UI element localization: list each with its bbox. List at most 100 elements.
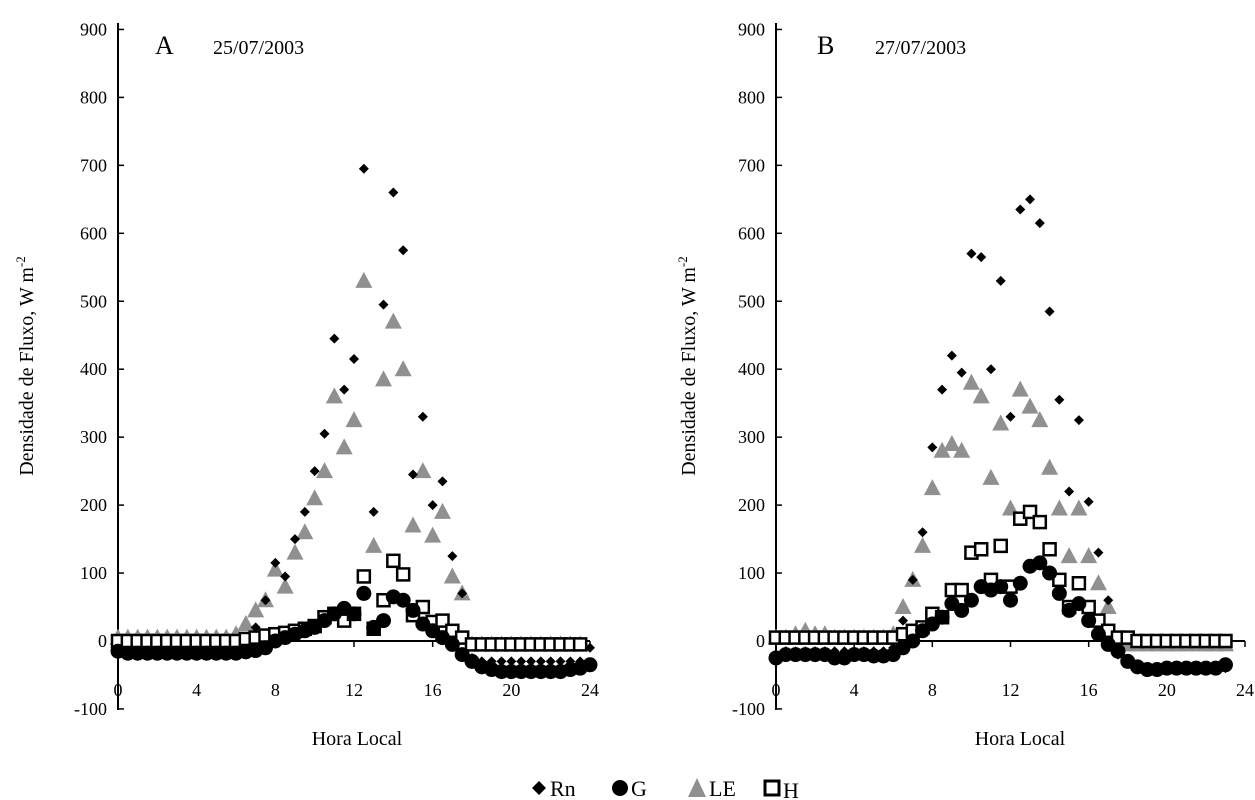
data-point-h: [1032, 514, 1048, 530]
data-point-g: [1032, 555, 1048, 571]
data-point-g: [1217, 657, 1233, 673]
data-point-le: [1050, 499, 1068, 516]
data-point-rn: [917, 527, 928, 538]
x-tick-label: 0: [114, 680, 123, 700]
legend: Rn G LE H: [532, 776, 799, 800]
data-point-le: [894, 598, 912, 615]
data-point-g: [395, 592, 411, 608]
y-tick-label: 400: [738, 359, 765, 379]
data-point-le: [335, 438, 353, 455]
data-point-le: [414, 462, 432, 479]
data-point-le: [1021, 397, 1039, 414]
data-point-g: [356, 585, 372, 601]
data-point-rn: [447, 551, 458, 562]
data-point-rn: [1034, 218, 1045, 229]
data-point-rn: [309, 466, 320, 477]
data-point-g: [993, 579, 1009, 595]
data-point-rn: [378, 299, 389, 310]
data-point-g: [582, 657, 598, 673]
data-point-le: [237, 615, 255, 632]
data-point-le: [286, 543, 304, 560]
x-tick-label: 0: [772, 680, 781, 700]
data-point-rn: [985, 364, 996, 375]
data-point-rn: [898, 615, 909, 626]
y-tick-label: 700: [738, 155, 765, 175]
data-point-rn: [427, 500, 438, 511]
square-marker-icon: [763, 779, 781, 797]
data-point-le: [424, 526, 442, 543]
data-point-rn: [1093, 547, 1104, 558]
panel-date: 27/07/2003: [875, 37, 966, 59]
data-point-le: [1080, 547, 1098, 564]
y-tick-label: 300: [80, 427, 107, 447]
data-point-g: [1071, 596, 1087, 612]
y-tick-label: -100: [74, 699, 107, 719]
data-point-le: [316, 462, 333, 479]
data-point-le: [384, 312, 402, 329]
data-point-le: [306, 489, 324, 506]
data-point-rn: [545, 656, 556, 667]
legend-label-g: G: [631, 776, 647, 800]
y-tick-label: 200: [738, 495, 765, 515]
data-points: [768, 194, 1234, 678]
data-point-le: [325, 387, 343, 404]
data-point-rn: [907, 574, 918, 585]
diamond-marker-icon: [532, 781, 546, 795]
data-point-rn: [319, 428, 330, 439]
y-tick-label: 900: [738, 19, 765, 39]
y-tick-label: 100: [80, 563, 107, 583]
data-point-le: [992, 414, 1010, 431]
x-tick-label: 4: [850, 680, 859, 700]
data-point-rn: [398, 245, 409, 256]
data-point-h: [954, 582, 969, 598]
data-point-le: [914, 536, 932, 553]
circle-marker-icon: [612, 780, 628, 796]
x-tick-label: 20: [1158, 680, 1176, 700]
data-point-rn: [1025, 194, 1036, 205]
x-tick-label: 12: [345, 680, 363, 700]
data-point-le: [247, 601, 265, 618]
data-point-g: [934, 609, 950, 625]
data-point-h: [356, 569, 372, 584]
data-point-rn: [1103, 595, 1114, 606]
data-point-rn: [349, 354, 359, 365]
data-point-le: [375, 370, 392, 387]
y-tick-label: 400: [80, 359, 107, 379]
legend-label-rn: Rn: [550, 776, 576, 800]
data-point-h: [1218, 633, 1233, 649]
data-point-rn: [1015, 204, 1026, 215]
data-point-rn: [437, 476, 448, 487]
panel-date: 25/07/2003: [213, 37, 304, 59]
legend-item-le: LE: [688, 776, 736, 800]
panel-letter: A: [155, 31, 174, 60]
x-ticks: 0 4 8 12 16 20 24: [772, 641, 1254, 700]
data-point-le: [394, 360, 412, 377]
triangle-marker-icon: [688, 778, 706, 797]
legend-item-rn: Rn: [532, 776, 576, 800]
y-tick-label: 500: [80, 291, 107, 311]
data-point-rn: [270, 557, 281, 568]
x-tick-label: 16: [1080, 680, 1098, 700]
data-point-g: [1003, 592, 1018, 608]
y-tick-label: 300: [738, 427, 765, 447]
data-point-rn: [1064, 486, 1075, 497]
data-point-rn: [995, 275, 1006, 286]
data-point-g: [346, 606, 362, 622]
data-point-le: [266, 560, 284, 577]
x-axis-title: Hora Local: [312, 728, 403, 750]
data-point-rn: [260, 595, 271, 606]
data-point-h: [572, 637, 588, 652]
data-point-rn: [417, 411, 428, 422]
data-point-rn: [1083, 496, 1094, 507]
y-tick-label: 0: [756, 631, 765, 651]
data-point-le: [933, 441, 951, 458]
data-point-le: [953, 441, 971, 458]
data-point-h: [973, 542, 989, 557]
data-point-g: [905, 633, 921, 649]
data-point-rn: [299, 506, 310, 517]
y-tick-label: 800: [738, 87, 765, 107]
data-point-g: [376, 613, 391, 629]
data-point-rn: [956, 367, 967, 378]
data-point-rn: [526, 656, 536, 667]
